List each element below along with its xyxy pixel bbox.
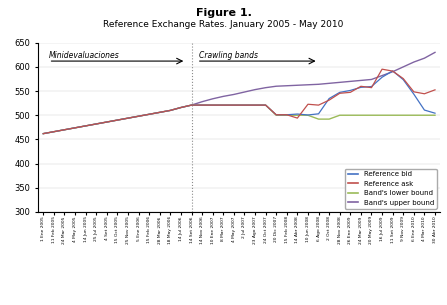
Legend: Reference bid, Reference ask, Band's lower bound, Band's upper bound: Reference bid, Reference ask, Band's low… [345,169,437,209]
Text: Minidevaluaciones: Minidevaluaciones [49,51,119,60]
Text: Reference Exchange Rates. January 2005 - May 2010: Reference Exchange Rates. January 2005 -… [103,20,344,29]
Text: Crawling bands: Crawling bands [199,51,258,60]
Text: Figure 1.: Figure 1. [196,8,251,18]
